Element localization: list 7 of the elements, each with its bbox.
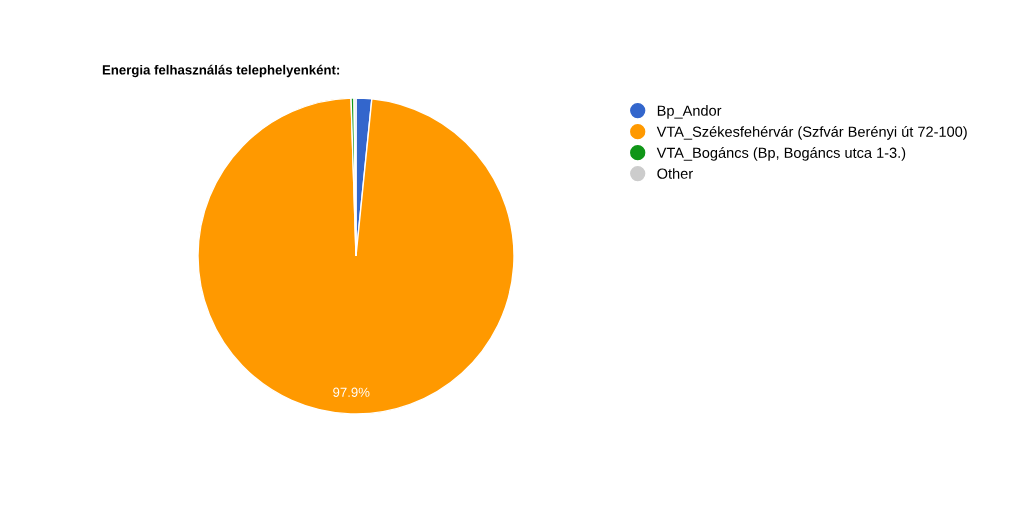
legend-label: VTA_Bogáncs (Bp, Bogáncs utca 1-3.)	[656, 147, 906, 161]
legend-label: Other	[657, 168, 693, 179]
chart-title: Energia felhasználás telephelyenként:	[102, 64, 340, 78]
pie-slice	[197, 97, 515, 415]
legend-label: Bp_Andor	[657, 105, 722, 119]
data-label: 97.9%	[333, 387, 370, 397]
legend-label: VTA_Székesfehérvár (Szfvár Berényi út 72-100)	[656, 126, 967, 140]
